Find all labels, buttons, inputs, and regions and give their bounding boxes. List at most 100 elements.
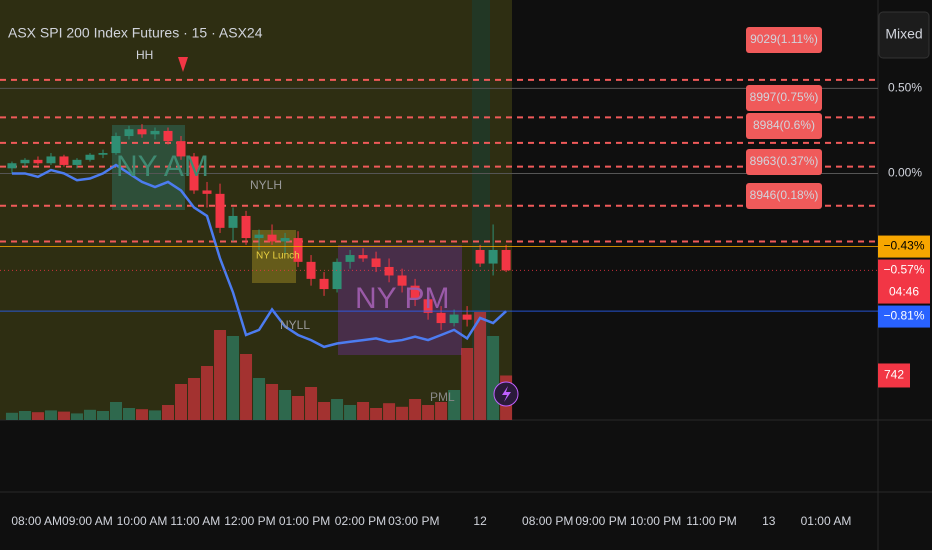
candle-body <box>98 153 108 155</box>
candle-body <box>384 266 394 276</box>
candle-body <box>254 234 264 239</box>
candle-body <box>137 129 147 135</box>
candle-body <box>488 249 498 264</box>
flash-glyph <box>502 386 511 402</box>
x-tick-label: 11:00 AM <box>170 514 220 528</box>
candle-body <box>202 190 212 194</box>
volume-bar <box>175 384 188 420</box>
level-label: 8946(0.18%) <box>750 188 819 202</box>
volume-bar <box>435 402 448 420</box>
volume-bar <box>396 406 409 420</box>
y-tick-label: 0.00% <box>888 166 922 180</box>
volume-bar <box>96 411 109 420</box>
x-tick-label: 10:00 AM <box>117 514 168 528</box>
candle-body <box>397 275 407 286</box>
price-tag <box>878 235 930 258</box>
candle-body <box>267 234 277 242</box>
x-tick-label: 09:00 PM <box>575 514 626 528</box>
ny-pm-box <box>338 245 462 355</box>
candle-body <box>111 136 121 154</box>
price-tag-label: −0.81% <box>883 309 924 323</box>
candle-body <box>163 130 173 142</box>
candle-body <box>332 261 342 290</box>
candle-body <box>7 163 17 169</box>
volume-bar <box>331 399 344 420</box>
x-tick-label: 13 <box>762 514 776 528</box>
volume-bar <box>122 408 135 420</box>
level-label: 8963(0.37%) <box>750 154 819 168</box>
candle-body <box>371 258 381 267</box>
mixed-button-label[interactable]: Mixed <box>885 26 922 42</box>
candle-body <box>85 154 95 160</box>
x-tick-label: 01:00 AM <box>801 514 852 528</box>
level-label-box <box>746 183 822 209</box>
x-tick-label: 11:00 PM <box>686 514 736 528</box>
x-tick-label: 12 <box>473 514 487 528</box>
candle-body <box>215 193 225 228</box>
volume-bar <box>83 409 96 420</box>
session-shade <box>0 0 512 420</box>
candle-body <box>33 159 43 164</box>
candle-body <box>501 249 511 271</box>
annotation: NY PM <box>355 282 449 315</box>
level-label-box <box>746 27 822 53</box>
marker <box>178 57 188 72</box>
volume-bar <box>227 336 240 420</box>
volume-bar <box>18 411 31 420</box>
x-tick-label: 12:00 PM <box>224 514 275 528</box>
candle-body <box>293 238 303 262</box>
volume-bar <box>5 412 18 420</box>
volume-bar <box>70 413 83 420</box>
level-label-box <box>746 85 822 111</box>
candle-body <box>436 312 446 324</box>
volume-bar <box>253 378 266 420</box>
candle-body <box>423 299 433 313</box>
candle-body <box>46 156 56 164</box>
volume-bar <box>344 405 357 420</box>
volume-bar <box>461 348 474 420</box>
volume-tag <box>878 363 910 388</box>
volume-bar <box>422 405 435 420</box>
level-label-box <box>746 149 822 175</box>
volume-bar <box>201 366 214 420</box>
volume-bar <box>188 378 201 420</box>
price-tag-countdown: 04:46 <box>889 285 919 299</box>
candle-body <box>345 255 355 262</box>
candle-body <box>20 159 30 164</box>
volume-bar <box>305 387 318 420</box>
candle-body <box>306 261 316 279</box>
x-tick-label: 02:00 PM <box>335 514 386 528</box>
volume-bar <box>31 412 44 420</box>
price-tag-label: −0.43% <box>883 239 924 253</box>
volume-bar <box>370 408 383 420</box>
mixed-button[interactable] <box>878 11 930 59</box>
price-tag <box>878 259 930 304</box>
volume-bar <box>448 390 461 420</box>
candle-body <box>72 159 82 165</box>
candle-body <box>358 255 368 259</box>
x-tick-label: 09:00 AM <box>62 514 113 528</box>
volume-bar <box>357 402 370 420</box>
candle-body <box>228 215 238 228</box>
annotation: PML <box>430 390 455 404</box>
candle-body <box>150 130 160 135</box>
level-label: 8984(0.6%) <box>753 118 815 132</box>
candle-body <box>410 285 420 300</box>
volume-bar <box>240 354 253 420</box>
x-tick-label: 01:00 PM <box>279 514 330 528</box>
level-label-box <box>746 113 822 139</box>
y-tick-label: 0.50% <box>888 81 922 95</box>
volume-bar <box>109 402 122 420</box>
annotation: NYLH <box>250 178 282 192</box>
volume-bar <box>149 410 162 420</box>
annotation: NY Lunch <box>256 251 300 262</box>
indicator-line <box>11 163 507 349</box>
x-tick-label: 03:00 PM <box>388 514 439 528</box>
volume-bar <box>57 411 70 420</box>
price-tag-label: −0.57% <box>883 263 924 277</box>
candle-body <box>319 278 329 290</box>
candle-body <box>475 249 485 264</box>
volume-bar <box>383 403 396 420</box>
